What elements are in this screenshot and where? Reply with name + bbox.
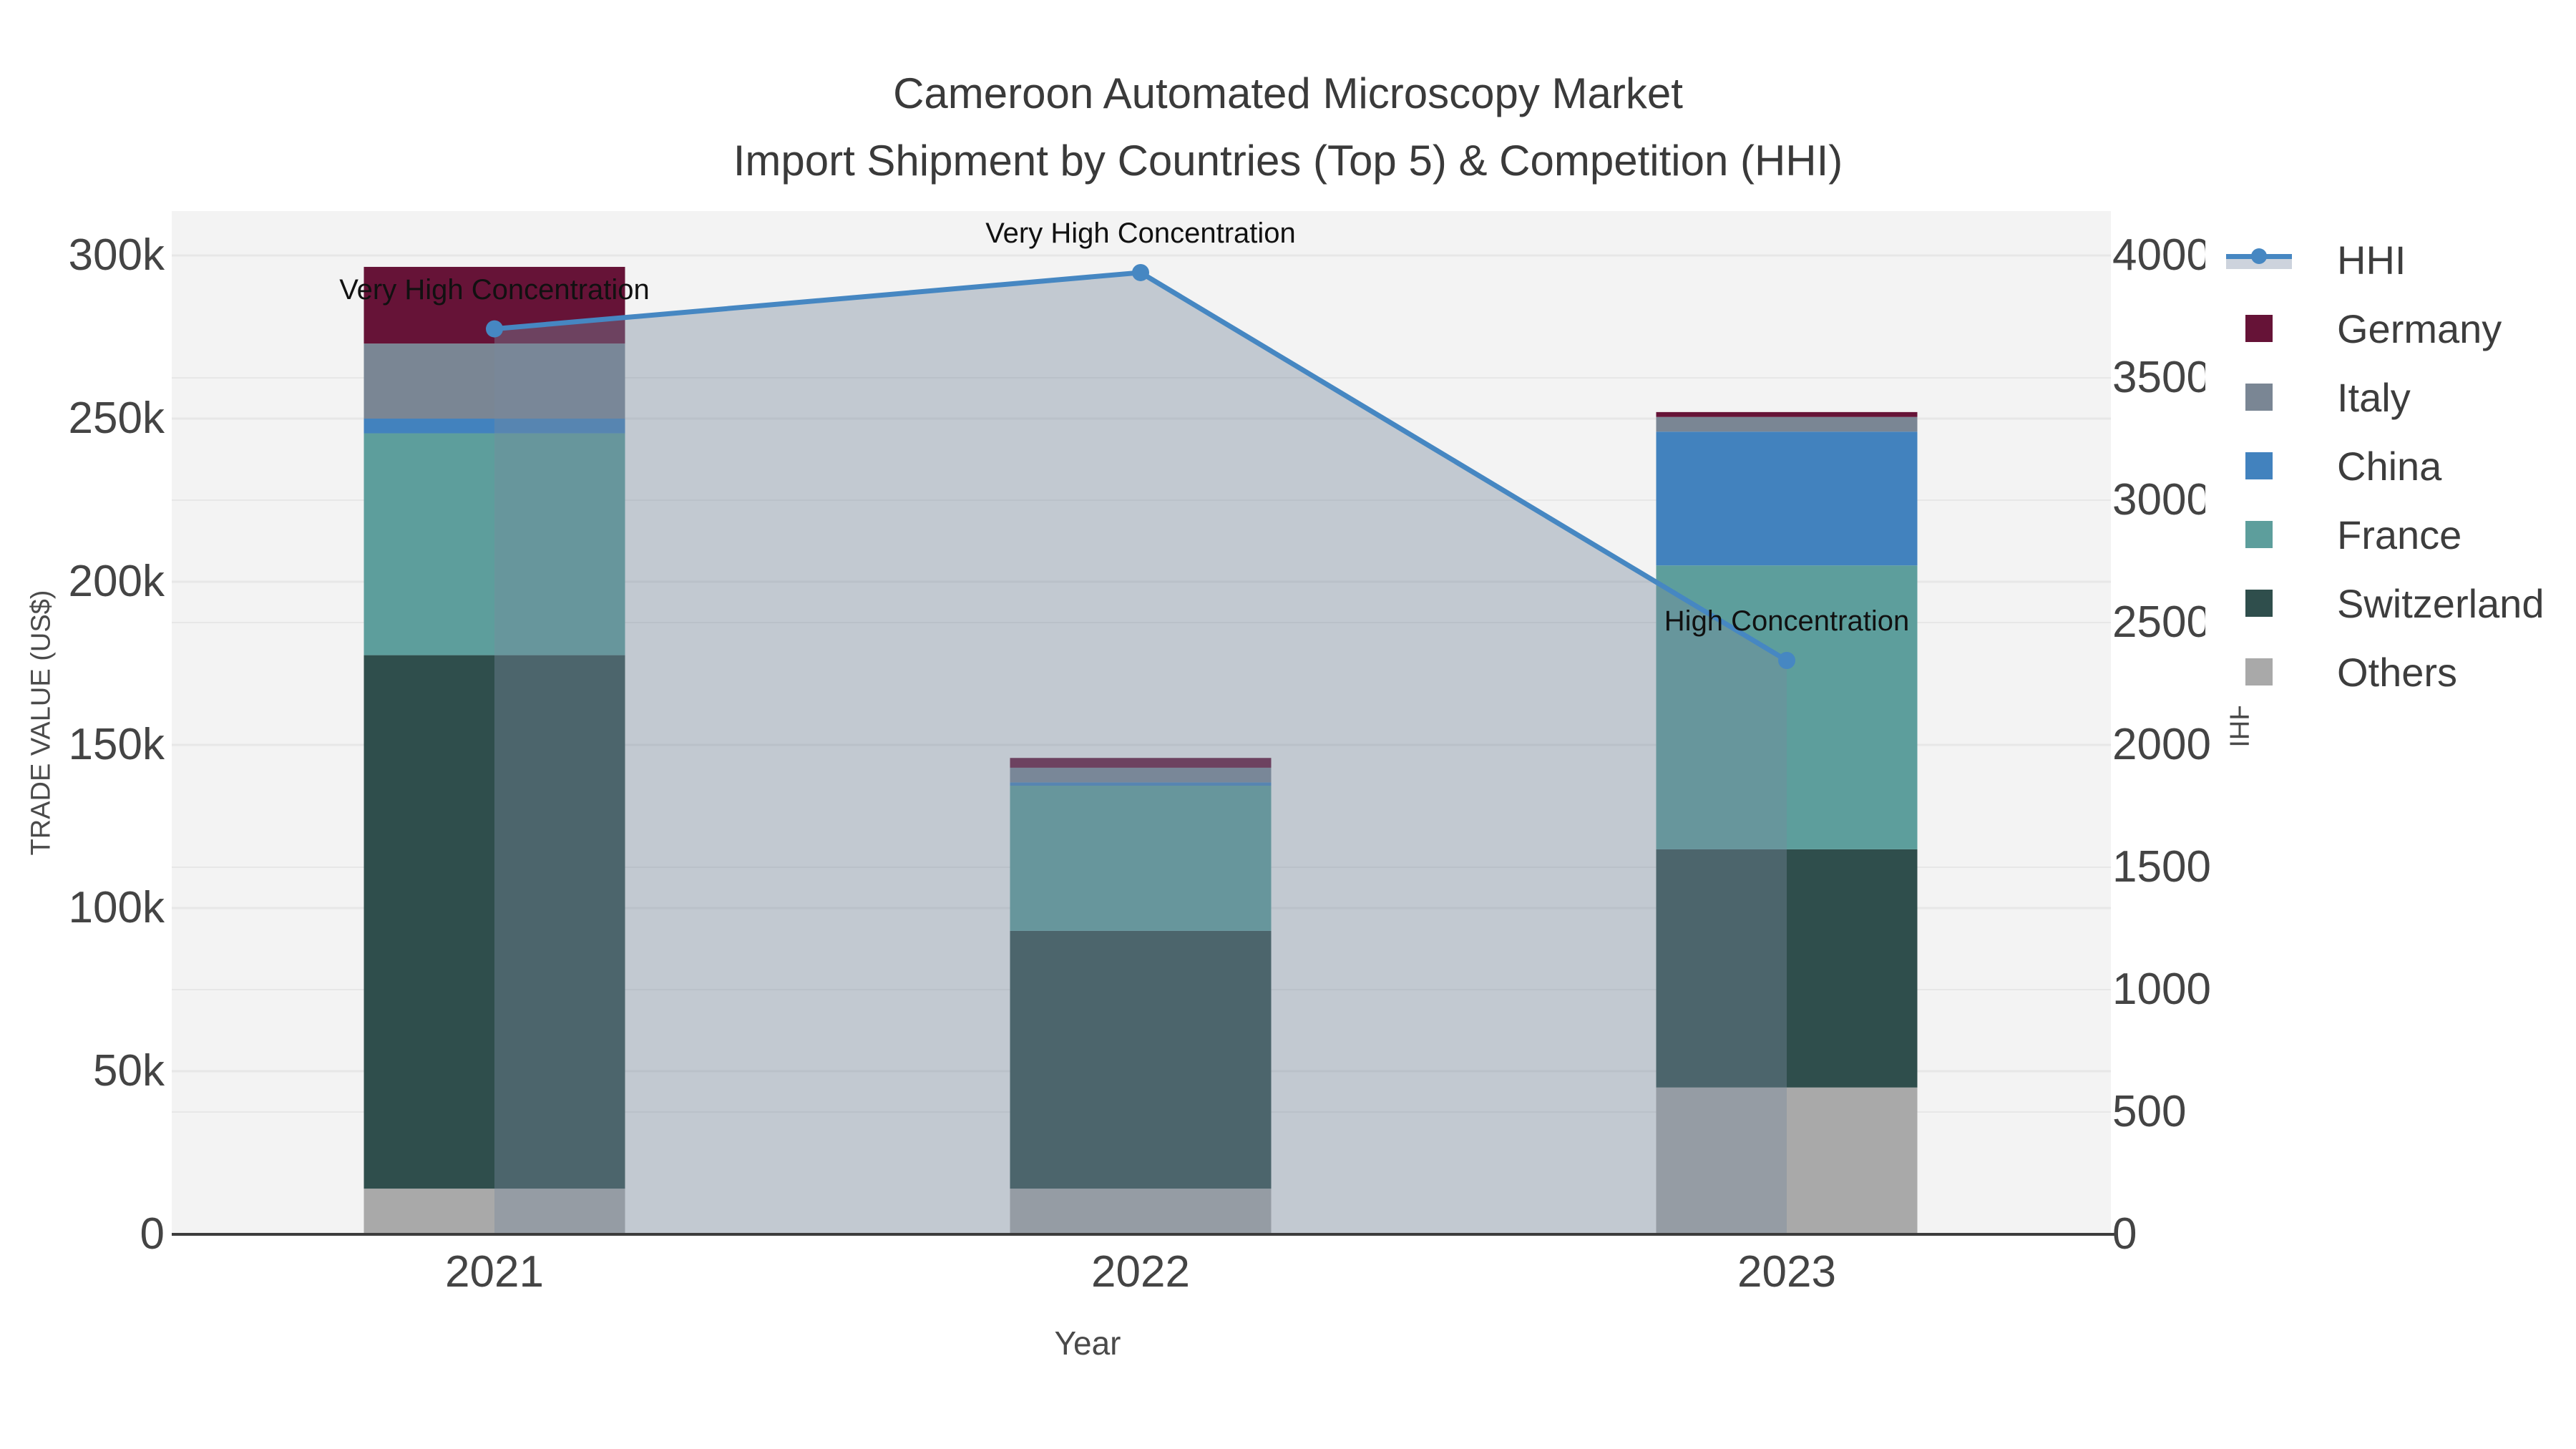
legend-label: Italy bbox=[2337, 374, 2411, 420]
bar-segment-france-2022 bbox=[1010, 786, 1272, 931]
bar-segment-germany-2022 bbox=[1010, 758, 1272, 768]
y-right-tick-3000: 3000 bbox=[2112, 475, 2211, 525]
legend-item-germany[interactable]: Germany bbox=[2205, 294, 2576, 363]
y-right-tick-1500: 1500 bbox=[2112, 842, 2211, 892]
x-tick-2022: 2022 bbox=[1091, 1247, 1190, 1297]
bar-segment-china-2022 bbox=[1010, 782, 1272, 786]
y-right-tick-2500: 2500 bbox=[2112, 597, 2211, 647]
legend-swatch-germany bbox=[2205, 315, 2313, 342]
hhi-line-sample bbox=[2226, 248, 2292, 269]
chart-title-line1: Cameroon Automated Microscopy Market bbox=[893, 69, 1683, 117]
legend-label: Switzerland bbox=[2337, 580, 2545, 626]
color-swatch-icon bbox=[2245, 452, 2273, 479]
x-tick-2021: 2021 bbox=[445, 1247, 544, 1297]
y-right-tick-3500: 3500 bbox=[2112, 353, 2211, 402]
legend-label: Germany bbox=[2337, 306, 2502, 351]
y-right-tick-4000: 4000 bbox=[2112, 230, 2211, 280]
color-swatch-icon bbox=[2245, 590, 2273, 617]
y-right-tick-2000: 2000 bbox=[2112, 720, 2211, 769]
hhi-marker-2023 bbox=[1778, 652, 1795, 670]
y-left-tick-150k: 150k bbox=[68, 720, 165, 769]
legend-swatch-others bbox=[2205, 658, 2313, 686]
annotation-2023: High Concentration bbox=[1664, 605, 1910, 637]
legend-item-china[interactable]: China bbox=[2205, 431, 2576, 500]
hhi-marker-2022 bbox=[1132, 263, 1149, 281]
chart-title: Cameroon Automated Microscopy Market Imp… bbox=[0, 60, 2576, 195]
bar-segment-others-2021 bbox=[364, 1189, 625, 1234]
bar-segment-switzerland-2021 bbox=[364, 655, 625, 1189]
legend-item-others[interactable]: Others bbox=[2205, 638, 2576, 706]
hhi-line-legend-icon bbox=[2205, 248, 2313, 269]
x-tick-2023: 2023 bbox=[1737, 1247, 1836, 1297]
legend-label: China bbox=[2337, 443, 2442, 489]
bar-segment-germany-2023 bbox=[1656, 411, 1918, 417]
color-swatch-icon bbox=[2245, 521, 2273, 548]
chart-title-line2: Import Shipment by Countries (Top 5) & C… bbox=[733, 137, 1843, 185]
bar-segment-italy-2023 bbox=[1656, 416, 1918, 432]
x-axis-title: Year bbox=[1054, 1324, 1121, 1362]
y-left-tick-300k: 300k bbox=[68, 230, 165, 280]
legend-item-france[interactable]: France bbox=[2205, 500, 2576, 569]
hhi-marker-2021 bbox=[486, 320, 503, 338]
bar-segment-others-2023 bbox=[1656, 1087, 1918, 1234]
bar-segment-china-2021 bbox=[364, 419, 625, 434]
color-swatch-icon bbox=[2245, 315, 2273, 342]
bar-segment-switzerland-2023 bbox=[1656, 849, 1918, 1088]
annotation-2021: Very High Concentration bbox=[339, 273, 650, 306]
color-swatch-icon bbox=[2245, 384, 2273, 411]
bar-segment-others-2022 bbox=[1010, 1189, 1272, 1234]
legend-swatch-france bbox=[2205, 521, 2313, 548]
legend-swatch-italy bbox=[2205, 384, 2313, 411]
legend-label: Others bbox=[2337, 649, 2458, 695]
legend-label: France bbox=[2337, 512, 2462, 557]
y-left-tick-250k: 250k bbox=[68, 394, 165, 443]
legend: HHI Germany Italy China France Switzerland Oth… bbox=[2205, 225, 2576, 706]
bar-segment-china-2023 bbox=[1656, 431, 1918, 566]
bar-segment-switzerland-2022 bbox=[1010, 930, 1272, 1189]
bar-segment-france-2021 bbox=[364, 433, 625, 655]
y-axis-left-title: TRADE VALUE (US$) bbox=[26, 590, 57, 856]
bar-segment-france-2023 bbox=[1656, 565, 1918, 849]
y-right-tick-0: 0 bbox=[2112, 1209, 2137, 1259]
legend-swatch-china bbox=[2205, 452, 2313, 479]
y-right-tick-500: 500 bbox=[2112, 1087, 2187, 1136]
y-left-tick-100k: 100k bbox=[68, 883, 165, 932]
bar-segment-italy-2021 bbox=[364, 343, 625, 419]
y-left-tick-0: 0 bbox=[140, 1209, 165, 1259]
hhi-area-fill bbox=[494, 272, 1787, 1235]
legend-item-hhi[interactable]: HHI bbox=[2205, 225, 2576, 294]
y-left-tick-50k: 50k bbox=[93, 1046, 165, 1096]
annotation-2022: Very High Concentration bbox=[985, 217, 1296, 249]
bar-segment-italy-2022 bbox=[1010, 767, 1272, 783]
legend-item-italy[interactable]: Italy bbox=[2205, 363, 2576, 431]
legend-swatch-switzerland bbox=[2205, 590, 2313, 617]
color-swatch-icon bbox=[2245, 658, 2273, 686]
y-left-tick-200k: 200k bbox=[68, 557, 165, 606]
legend-label: HHI bbox=[2337, 237, 2406, 283]
y-axis-right-title: HHI bbox=[2223, 701, 2254, 748]
legend-item-switzerland[interactable]: Switzerland bbox=[2205, 569, 2576, 638]
y-right-tick-1000: 1000 bbox=[2112, 965, 2211, 1014]
hhi-marker-icon bbox=[2251, 248, 2267, 264]
